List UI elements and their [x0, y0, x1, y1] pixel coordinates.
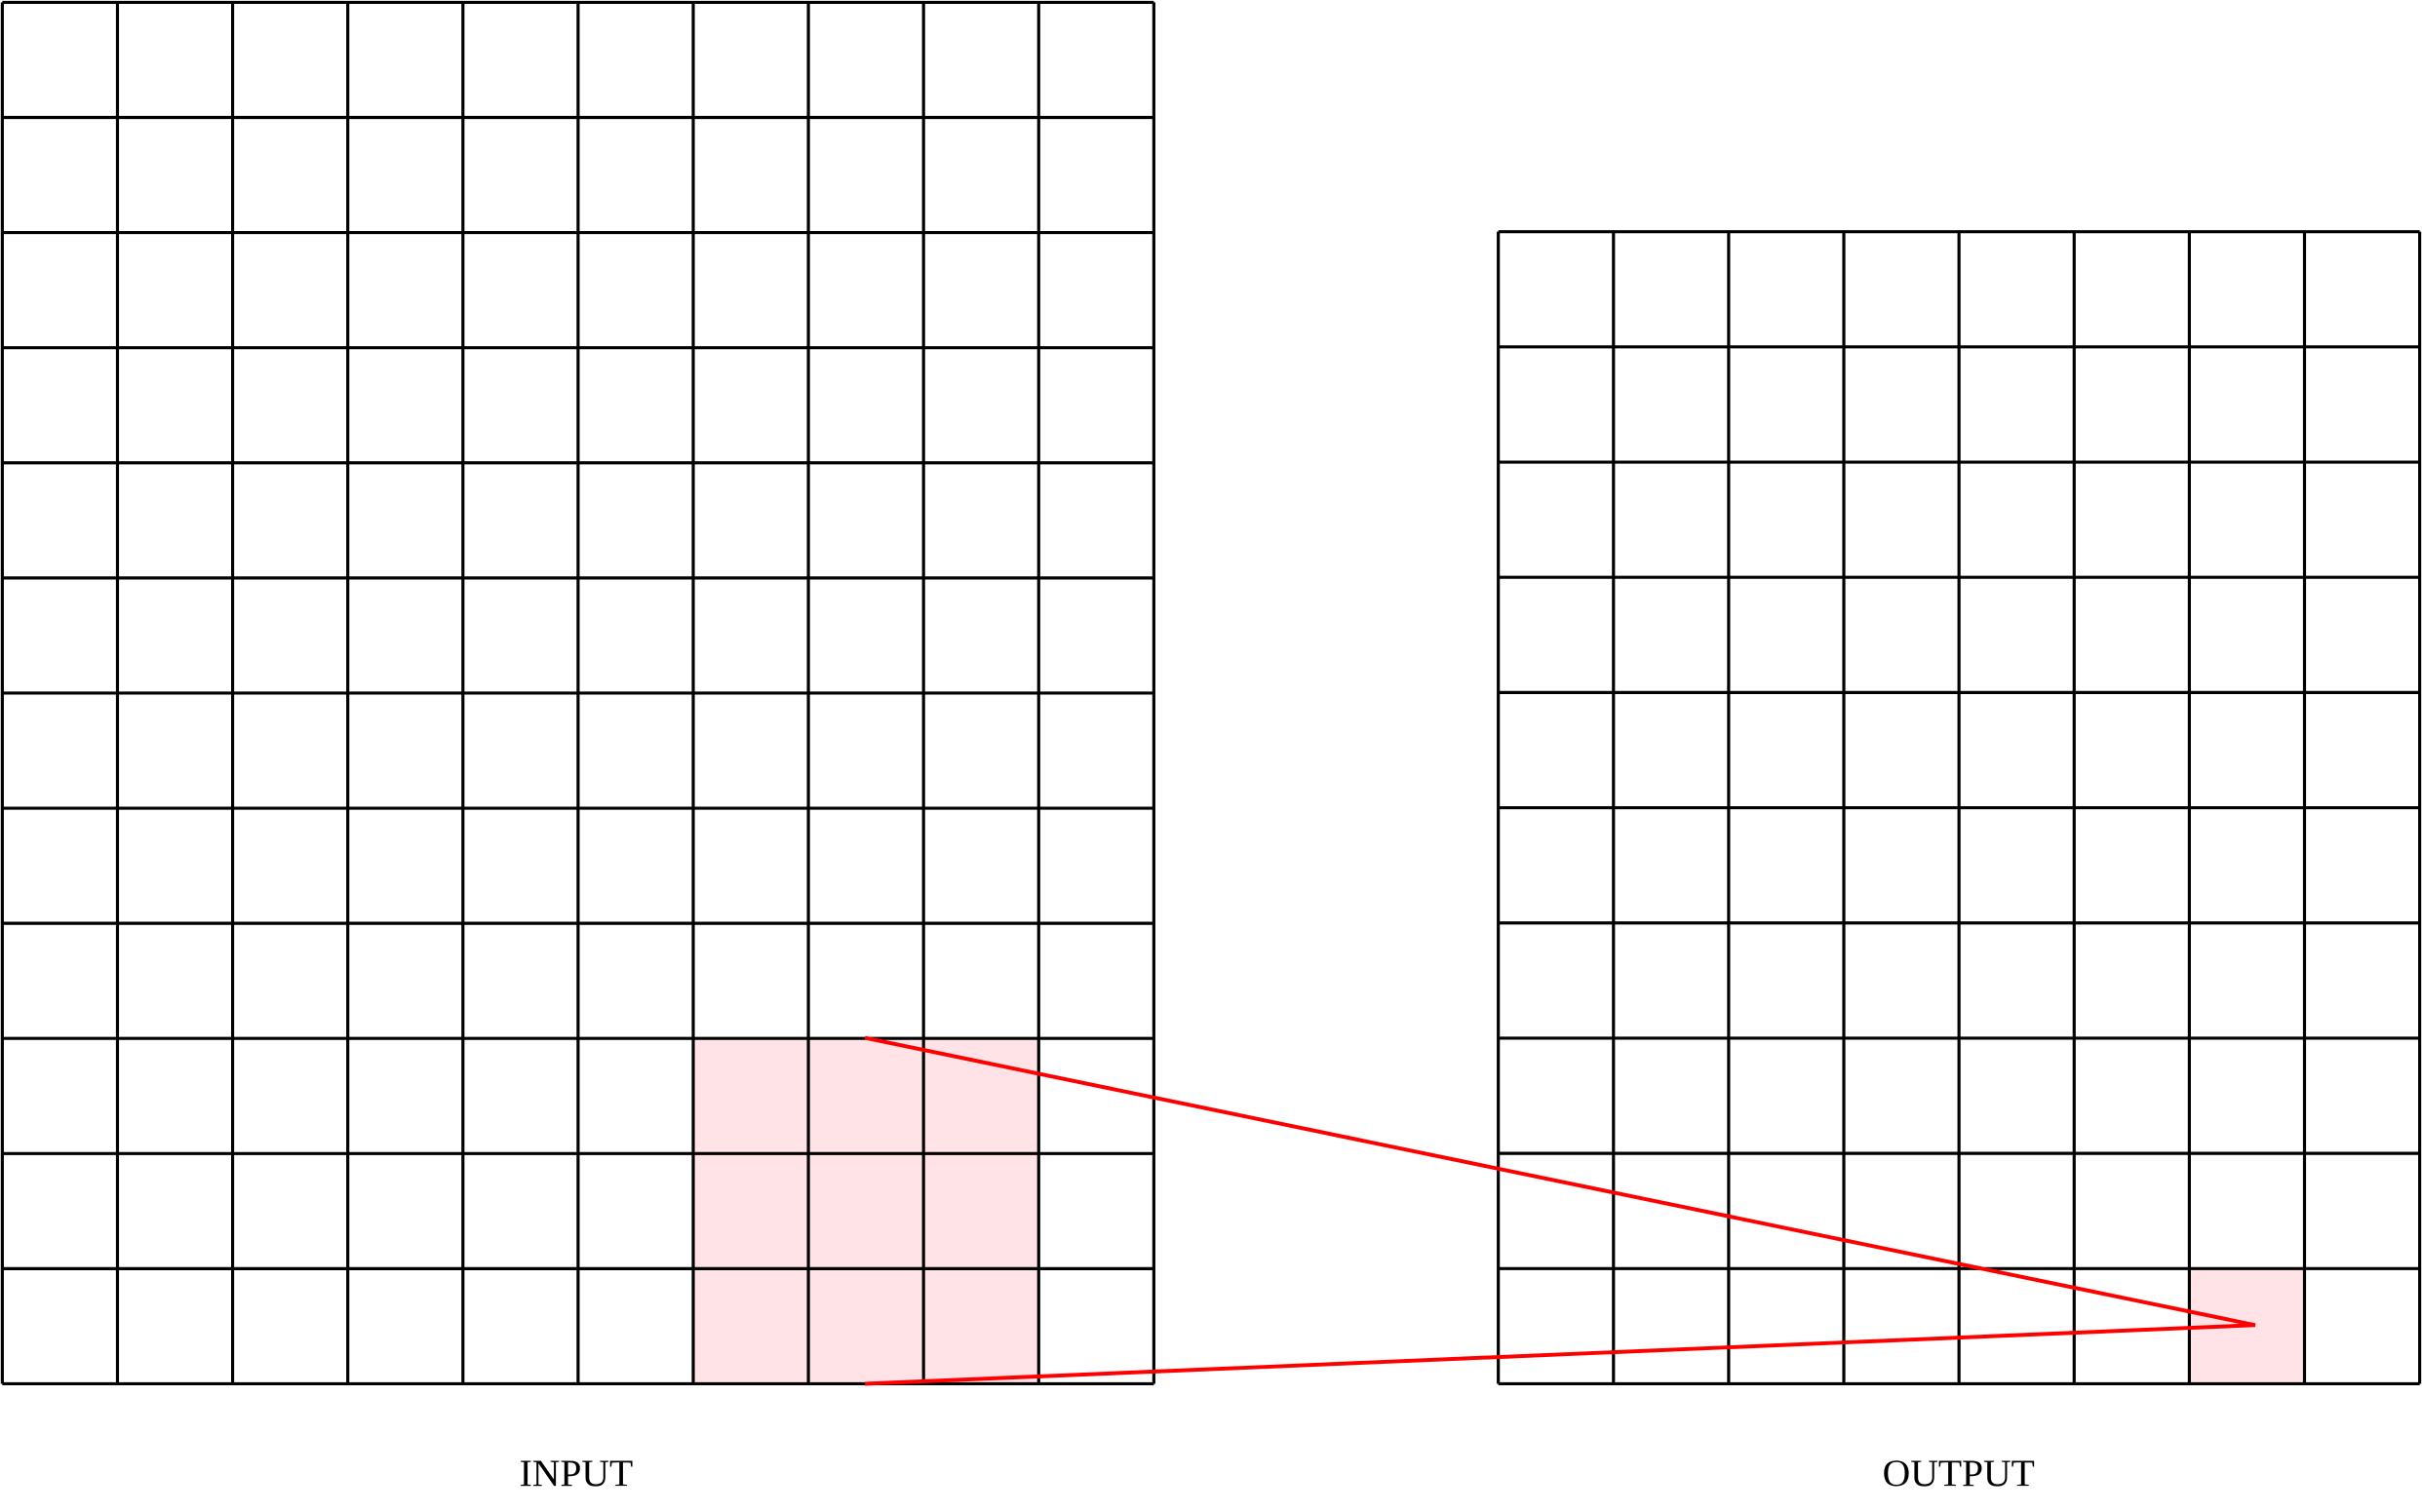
projection-lines — [864, 1035, 2256, 1386]
input-grid — [0, 0, 1155, 1386]
input-label: INPUT — [520, 1452, 634, 1494]
receptive-field — [691, 1037, 1038, 1384]
output-label: OUTPUT — [1883, 1452, 2035, 1494]
output-grid — [1497, 230, 2422, 1386]
